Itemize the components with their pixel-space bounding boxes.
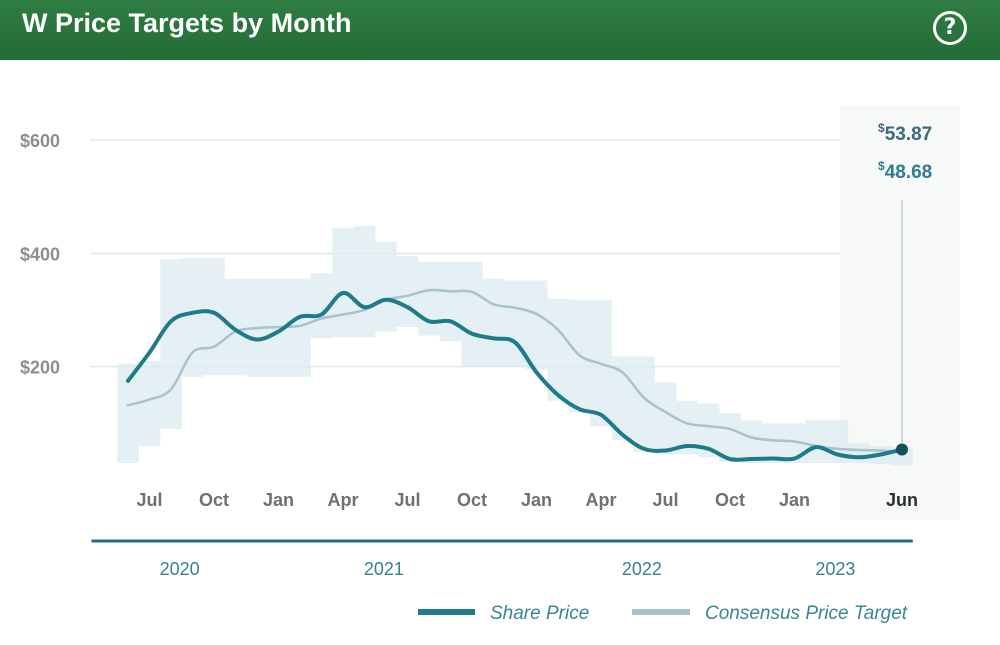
x-tick-label: Apr — [586, 490, 617, 510]
x-tick-label: Jan — [779, 490, 810, 510]
legend-label-share-price[interactable]: Share Price — [490, 603, 589, 624]
y-tick-label: $600 — [20, 131, 60, 151]
year-label: 2020 — [160, 559, 200, 579]
y-axis: $200 $400 $600 — [20, 131, 60, 378]
share-price-line — [126, 291, 904, 462]
tooltip-share-price: $53.87 — [878, 121, 932, 145]
year-groups: 2020 2021 2022 2023 — [91, 539, 913, 579]
x-tick-label: Jan — [521, 490, 552, 510]
legend-label-consensus-target[interactable]: Consensus Price Target — [705, 603, 908, 624]
series-lines — [126, 288, 908, 462]
year-label: 2022 — [622, 559, 662, 579]
question-circle-icon[interactable]: ? — [933, 11, 967, 45]
price-target-range-band — [117, 226, 913, 466]
x-tick-label: Oct — [457, 490, 487, 510]
consensus-target-line — [126, 288, 904, 454]
year-label: 2021 — [364, 559, 404, 579]
year-label: 2023 — [815, 559, 855, 579]
x-tick-label: Jul — [394, 490, 420, 510]
x-tick-label: Apr — [328, 490, 359, 510]
range-band — [117, 226, 913, 466]
hover-tooltip: $53.87 $48.68 — [878, 121, 932, 183]
x-tick-label: Jun — [886, 490, 918, 510]
x-tick-label: Oct — [715, 490, 745, 510]
chart-header: W Price Targets by Month ? — [0, 0, 1000, 60]
x-tick-label: Oct — [199, 490, 229, 510]
tooltip-consensus-target: $48.68 — [878, 159, 932, 183]
x-axis: Jul Oct Jan Apr Jul Oct Jan Apr Jul Oct Jan Jun — [136, 490, 918, 510]
x-tick-label: Jul — [652, 490, 678, 510]
legend: Share Price Consensus Price Target — [418, 603, 908, 624]
y-tick-label: $200 — [20, 358, 60, 378]
x-tick-label: Jan — [263, 490, 294, 510]
share-price-point[interactable] — [896, 443, 908, 456]
chart-title: W Price Targets by Month — [22, 8, 352, 38]
x-tick-label: Jul — [136, 490, 162, 510]
y-tick-label: $400 — [20, 244, 60, 264]
